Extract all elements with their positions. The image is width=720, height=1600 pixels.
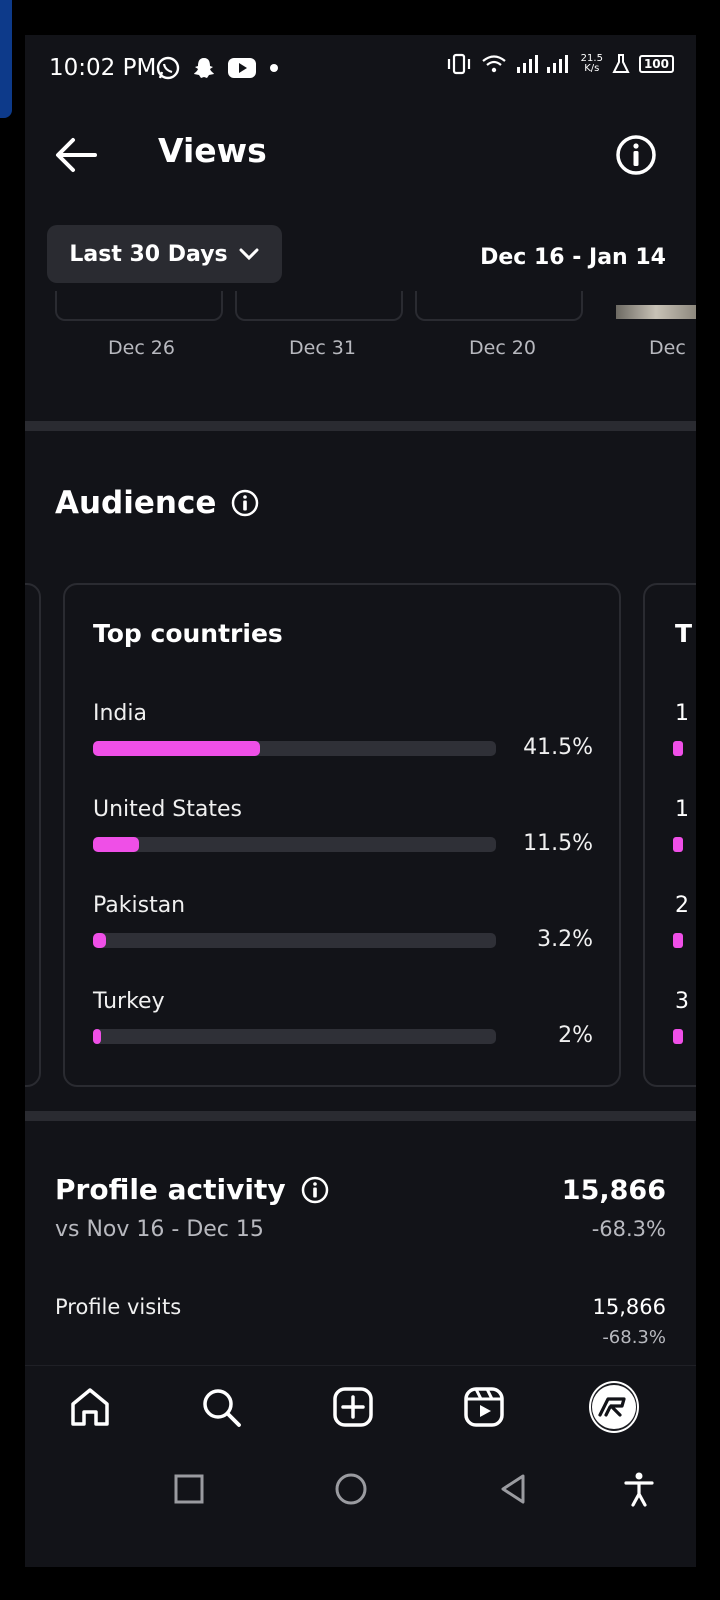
plus-square-icon	[333, 1387, 373, 1427]
reels-icon	[464, 1387, 504, 1427]
comparison-period: vs Nov 16 - Dec 15	[55, 1217, 264, 1242]
post-thumbnail-image[interactable]	[616, 305, 696, 319]
next-card-bar	[673, 933, 683, 948]
app-header: Views	[25, 121, 696, 189]
tab-create[interactable]	[328, 1382, 378, 1432]
card-title: Top countries	[93, 619, 283, 648]
youtube-icon	[228, 58, 256, 78]
post-thumbnail[interactable]	[235, 291, 403, 321]
flask-icon	[612, 54, 630, 73]
progress-track	[93, 933, 496, 948]
page-title: Views	[158, 131, 267, 170]
phone-screen: 10:02 PM 21.5 K/s 100 Views Last 30 Days	[25, 35, 696, 1567]
profile-logo-icon	[598, 1397, 626, 1417]
tab-profile[interactable]	[589, 1381, 639, 1433]
country-percent: 11.5%	[523, 831, 593, 856]
section-divider	[25, 1111, 696, 1121]
dot-icon	[270, 64, 278, 72]
date-range-label: Last 30 Days	[69, 241, 228, 267]
country-name: Turkey	[93, 989, 165, 1014]
edge-panel-tab[interactable]	[0, 0, 12, 118]
network-speed-unit: K/s	[584, 63, 600, 74]
country-row: Pakistan 3.2%	[93, 893, 593, 973]
progress-track	[93, 837, 496, 852]
date-range-dropdown[interactable]: Last 30 Days	[47, 225, 282, 283]
profile-visits-label: Profile visits	[55, 1295, 182, 1319]
progress-track	[93, 741, 496, 756]
top-countries-card: Top countries India 41.5% United States …	[63, 583, 621, 1087]
avatar-logo	[592, 1385, 636, 1429]
audience-card-next[interactable]: T 1 1 2 3	[643, 583, 696, 1087]
accessibility-icon[interactable]	[619, 1469, 659, 1509]
tab-home[interactable]	[65, 1382, 115, 1432]
post-thumbnail[interactable]	[55, 291, 223, 321]
post-date: Dec	[649, 337, 686, 359]
vibrate-icon	[447, 53, 470, 75]
next-card-title: T	[675, 619, 693, 648]
progress-fill	[93, 1029, 102, 1044]
next-card-bar	[673, 741, 683, 756]
status-bar: 10:02 PM 21.5 K/s 100	[25, 35, 696, 105]
country-row: India 41.5%	[93, 701, 593, 781]
profile-activity-total: 15,866	[561, 1175, 666, 1206]
info-icon[interactable]	[230, 488, 260, 518]
post-date: Dec 26	[108, 337, 175, 359]
next-card-row-label: 2	[675, 893, 689, 918]
signal-icon	[516, 55, 568, 73]
country-name: India	[93, 701, 147, 726]
next-card-row-label: 3	[675, 989, 689, 1014]
back-triangle-icon[interactable]	[493, 1469, 533, 1509]
home-icon	[71, 1388, 109, 1426]
recents-icon[interactable]	[169, 1469, 209, 1509]
chevron-down-icon	[239, 248, 259, 261]
country-percent: 41.5%	[523, 735, 593, 760]
next-card-bar	[673, 837, 683, 852]
next-card-row-label: 1	[675, 701, 689, 726]
network-speed-value: 21.5	[580, 53, 603, 64]
country-row: Turkey 2%	[93, 989, 593, 1069]
home-button-icon[interactable]	[331, 1469, 371, 1509]
info-icon[interactable]	[614, 133, 658, 177]
avatar	[589, 1381, 639, 1433]
progress-track	[93, 1029, 496, 1044]
date-range-text: Dec 16 - Jan 14	[480, 245, 666, 270]
search-icon	[203, 1389, 241, 1427]
whatsapp-icon	[156, 56, 180, 80]
profile-visits-total: 15,866	[592, 1295, 666, 1319]
post-thumbnail[interactable]	[415, 291, 583, 321]
wifi-icon	[481, 55, 506, 73]
audience-title: Audience	[55, 485, 217, 521]
profile-activity-heading: Profile activity	[55, 1173, 330, 1206]
post-date: Dec 31	[289, 337, 356, 359]
country-name: United States	[93, 797, 242, 822]
profile-activity-title: Profile activity	[55, 1173, 286, 1206]
tab-search[interactable]	[196, 1382, 246, 1432]
audience-card-previous[interactable]	[25, 583, 41, 1087]
post-date: Dec 20	[469, 337, 536, 359]
country-percent: 3.2%	[537, 927, 593, 952]
back-arrow-icon[interactable]	[53, 135, 99, 175]
next-card-row-label: 1	[675, 797, 689, 822]
country-percent: 2%	[558, 1023, 593, 1048]
next-card-bar	[673, 1029, 683, 1044]
section-divider	[25, 421, 696, 431]
bottom-tab-bar	[25, 1365, 696, 1445]
tab-reels[interactable]	[459, 1382, 509, 1432]
progress-fill	[93, 741, 261, 756]
system-indicators: 21.5 K/s 100	[445, 53, 674, 75]
notification-icons	[155, 55, 281, 81]
info-icon[interactable]	[300, 1175, 330, 1205]
progress-fill	[93, 933, 106, 948]
country-name: Pakistan	[93, 893, 186, 918]
battery-indicator: 100	[638, 55, 674, 73]
system-navigation-bar	[25, 1455, 696, 1525]
profile-visits-change: -68.3%	[602, 1327, 666, 1348]
snapchat-icon	[194, 58, 214, 78]
status-time: 10:02 PM	[49, 55, 157, 81]
profile-activity-change: -68.3%	[591, 1217, 666, 1241]
audience-heading: Audience	[55, 485, 260, 521]
network-speed: 21.5 K/s	[581, 54, 603, 74]
country-row: United States 11.5%	[93, 797, 593, 877]
progress-fill	[93, 837, 140, 852]
